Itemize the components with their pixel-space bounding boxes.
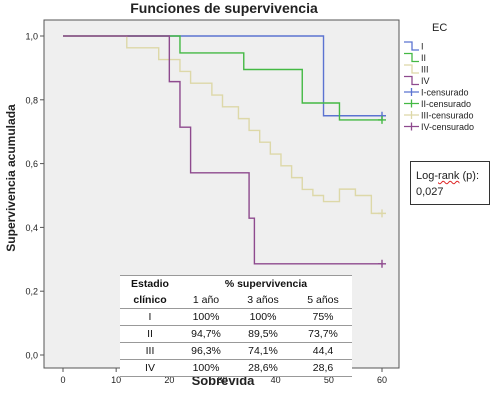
cell-stage: III bbox=[120, 342, 180, 360]
header-5-years: 5 años bbox=[294, 292, 352, 309]
legend-swatch bbox=[404, 52, 419, 63]
series-line-I bbox=[63, 35, 382, 117]
legend-label: II-censurado bbox=[421, 99, 471, 109]
cell-1-year: 100% bbox=[180, 308, 232, 326]
cell-stage: I bbox=[120, 308, 180, 326]
series-line-IV bbox=[63, 35, 382, 265]
header-3-years: 3 años bbox=[232, 292, 294, 309]
chart-title: Funciones de supervivencia bbox=[130, 0, 318, 16]
x-tick-label: 20 bbox=[164, 375, 174, 385]
legend-label: II bbox=[421, 53, 426, 63]
y-axis-label: Supervivencia acumulada bbox=[4, 104, 18, 252]
header-group: % supervivencia bbox=[180, 275, 352, 292]
table-row: I 100% 100% 75% bbox=[120, 308, 352, 326]
table-row: III 96,3% 74,1% 44,4 bbox=[120, 342, 352, 360]
y-tick-label: 0,0 bbox=[25, 351, 38, 361]
series-line-II bbox=[63, 35, 382, 121]
cell-1-year: 94,7% bbox=[180, 325, 232, 343]
y-tick-label: 0,2 bbox=[25, 287, 38, 297]
legend-swatch bbox=[404, 75, 419, 86]
y-tick-label: 0,4 bbox=[25, 223, 38, 233]
log-rank-label-part1: Log- bbox=[416, 170, 439, 182]
legend-swatch bbox=[404, 99, 419, 108]
x-tick-label: 30 bbox=[217, 375, 227, 385]
header-stage: Estadio bbox=[120, 275, 180, 292]
cell-3-years: 28,6% bbox=[232, 359, 294, 377]
legend-label: I bbox=[421, 42, 424, 52]
legend-swatch bbox=[404, 111, 419, 119]
table-row: IV 100% 28,6% 28,6 bbox=[120, 359, 352, 377]
table-row: II 94,7% 89,5% 73,7% bbox=[120, 325, 352, 343]
legend-label: III-censurado bbox=[421, 111, 474, 121]
series-lines bbox=[63, 35, 382, 265]
cell-5-years: 28,6 bbox=[294, 359, 352, 377]
header-stage-2: clínico bbox=[120, 292, 180, 309]
cell-3-years: 89,5% bbox=[232, 325, 294, 343]
log-rank-label-part2: (p): bbox=[459, 170, 479, 182]
cell-1-year: 100% bbox=[180, 359, 232, 377]
legend-label: IV-censurado bbox=[421, 122, 474, 132]
y-tick-label: 1,0 bbox=[25, 32, 38, 42]
legend: IIIIIIIVI-censuradoII-censuradoIII-censu… bbox=[404, 41, 474, 132]
y-axis: 0,0 0,2 0,4 0,6 0,8 1,0 bbox=[25, 32, 44, 361]
cell-3-years: 74,1% bbox=[232, 342, 294, 360]
cell-3-years: 100% bbox=[232, 308, 294, 326]
x-tick-label: 50 bbox=[324, 375, 334, 385]
legend-label: III bbox=[421, 65, 429, 75]
legend-label: IV bbox=[421, 76, 430, 86]
legend-swatch bbox=[404, 64, 419, 74]
legend-swatch bbox=[404, 122, 419, 131]
cell-5-years: 73,7% bbox=[294, 325, 352, 343]
x-tick-label: 0 bbox=[60, 375, 65, 385]
censor-mark-II bbox=[378, 115, 386, 124]
log-rank-box: Log-rank (p): 0,027 bbox=[410, 161, 490, 205]
survival-table: Estadio % supervivencia clínico 1 año 3 … bbox=[120, 275, 352, 377]
x-tick-label: 60 bbox=[377, 375, 387, 385]
cell-stage: II bbox=[120, 325, 180, 343]
censor-marks bbox=[378, 111, 386, 268]
legend-swatch bbox=[404, 41, 419, 51]
legend-title: EC bbox=[432, 22, 447, 34]
y-tick-label: 0,8 bbox=[25, 95, 38, 105]
series-line-III bbox=[63, 35, 382, 215]
x-tick-label: 10 bbox=[111, 375, 121, 385]
cell-5-years: 75% bbox=[294, 308, 352, 326]
legend-label: I-censurado bbox=[421, 88, 469, 98]
censor-mark-IV bbox=[378, 259, 386, 268]
legend-swatch bbox=[404, 88, 419, 96]
log-rank-value: 0,027 bbox=[416, 186, 444, 198]
x-tick-label: 40 bbox=[271, 375, 281, 385]
y-tick-label: 0,6 bbox=[25, 159, 38, 169]
header-1-year: 1 año bbox=[180, 292, 232, 309]
censor-mark-III bbox=[378, 209, 386, 218]
log-rank-label: Log-rank (p): bbox=[416, 168, 484, 184]
cell-5-years: 44,4 bbox=[294, 342, 352, 360]
log-rank-label-underlined: rank bbox=[438, 170, 460, 182]
cell-stage: IV bbox=[120, 359, 180, 377]
cell-1-year: 96,3% bbox=[180, 342, 232, 360]
